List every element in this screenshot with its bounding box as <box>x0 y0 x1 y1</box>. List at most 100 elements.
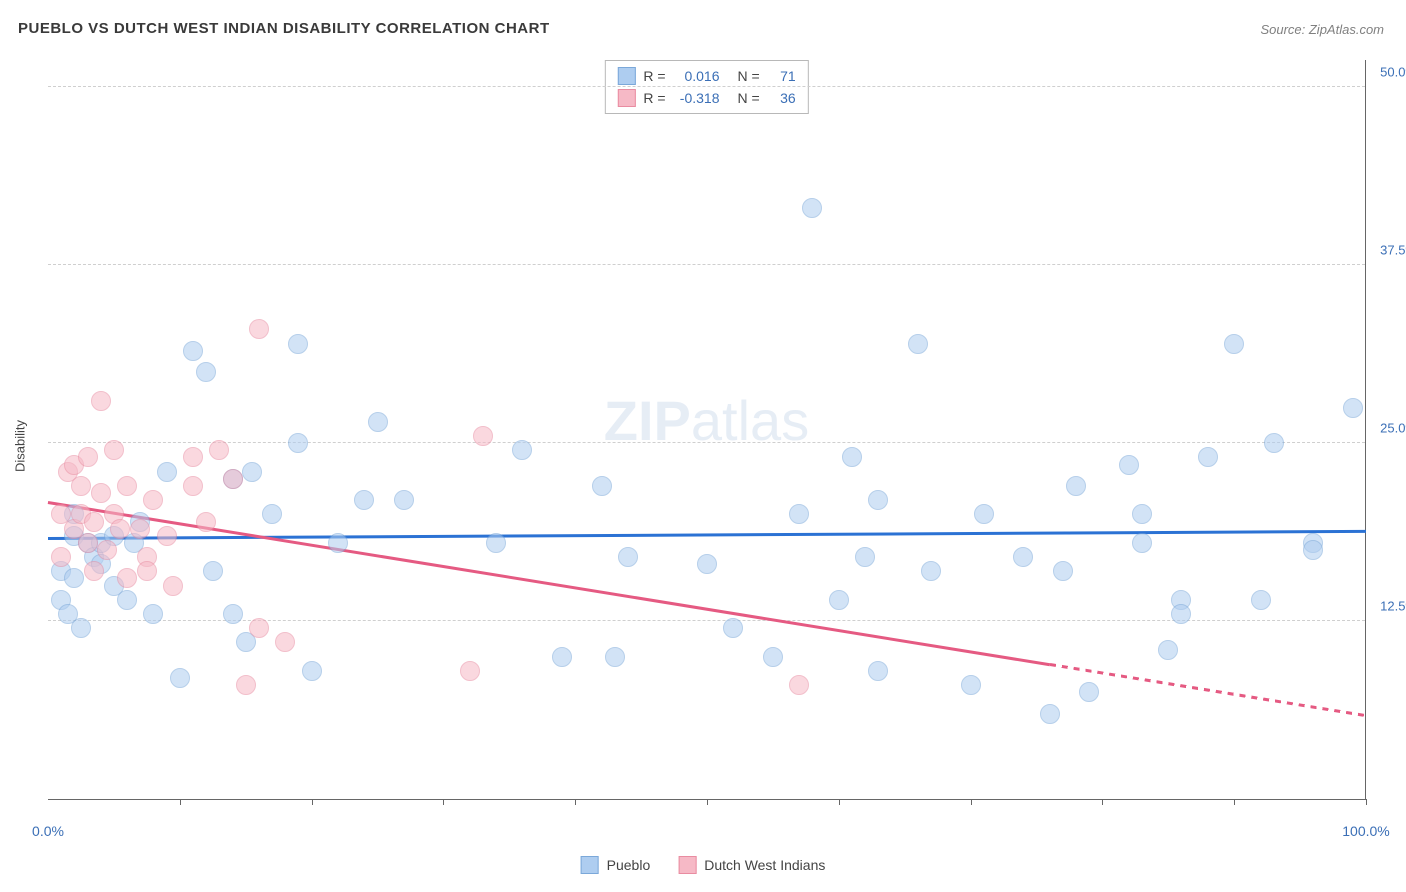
y-tick-label: 50.0% <box>1371 65 1406 80</box>
data-point <box>117 590 137 610</box>
data-point <box>1013 547 1033 567</box>
stat-n-value: 71 <box>768 68 796 84</box>
data-point <box>130 519 150 539</box>
data-point <box>354 490 374 510</box>
data-point <box>842 447 862 467</box>
data-point <box>961 675 981 695</box>
data-point <box>302 661 322 681</box>
data-point <box>288 433 308 453</box>
data-point <box>1053 561 1073 581</box>
data-point <box>1171 604 1191 624</box>
x-tick <box>839 799 840 805</box>
y-tick-label: 12.5% <box>1371 599 1406 614</box>
data-point <box>262 504 282 524</box>
stats-row: R = 0.016 N = 71 <box>617 65 795 87</box>
gridline <box>48 620 1365 621</box>
x-tick <box>707 799 708 805</box>
x-tick <box>1102 799 1103 805</box>
data-point <box>908 334 928 354</box>
data-point <box>868 490 888 510</box>
y-tick-label: 37.5% <box>1371 243 1406 258</box>
data-point <box>170 668 190 688</box>
data-point <box>209 440 229 460</box>
data-point <box>1066 476 1086 496</box>
data-point <box>1132 533 1152 553</box>
data-point <box>1198 447 1218 467</box>
data-point <box>157 462 177 482</box>
data-point <box>552 647 572 667</box>
data-point <box>110 519 130 539</box>
x-tick-label: 0.0% <box>32 823 64 839</box>
x-tick <box>1234 799 1235 805</box>
data-point <box>288 334 308 354</box>
data-point <box>1251 590 1271 610</box>
data-point <box>143 490 163 510</box>
y-axis-label: Disability <box>13 420 28 472</box>
data-point <box>242 462 262 482</box>
stat-r-value: 0.016 <box>674 68 720 84</box>
data-point <box>223 469 243 489</box>
plot-area: ZIPatlas R =0.016N =71R =-0.318N =36 12.… <box>48 60 1366 800</box>
data-point <box>183 476 203 496</box>
legend-swatch <box>581 856 599 874</box>
legend: PuebloDutch West Indians <box>581 856 826 874</box>
x-tick <box>443 799 444 805</box>
data-point <box>1079 682 1099 702</box>
data-point <box>394 490 414 510</box>
data-point <box>71 476 91 496</box>
legend-swatch <box>678 856 696 874</box>
legend-item: Pueblo <box>581 856 651 874</box>
data-point <box>1040 704 1060 724</box>
data-point <box>203 561 223 581</box>
stat-r-label: R = <box>643 90 665 106</box>
data-point <box>84 512 104 532</box>
data-point <box>183 341 203 361</box>
stat-n-label: N = <box>738 68 760 84</box>
x-tick <box>180 799 181 805</box>
legend-swatch <box>617 67 635 85</box>
data-point <box>91 483 111 503</box>
data-point <box>697 554 717 574</box>
data-point <box>275 632 295 652</box>
stat-r-label: R = <box>643 68 665 84</box>
data-point <box>855 547 875 567</box>
x-tick-label: 100.0% <box>1342 823 1389 839</box>
data-point <box>78 533 98 553</box>
data-point <box>117 476 137 496</box>
data-point <box>163 576 183 596</box>
legend-label: Pueblo <box>607 857 651 873</box>
data-point <box>1343 398 1363 418</box>
data-point <box>104 440 124 460</box>
gridline <box>48 264 1365 265</box>
data-point <box>183 447 203 467</box>
stat-r-value: -0.318 <box>674 90 720 106</box>
data-point <box>143 604 163 624</box>
data-point <box>460 661 480 681</box>
y-tick-label: 25.0% <box>1371 421 1406 436</box>
data-point <box>921 561 941 581</box>
data-point <box>802 198 822 218</box>
data-point <box>196 362 216 382</box>
data-point <box>137 561 157 581</box>
data-point <box>868 661 888 681</box>
data-point <box>196 512 216 532</box>
data-point <box>605 647 625 667</box>
data-point <box>236 675 256 695</box>
data-point <box>486 533 506 553</box>
source-attribution: Source: ZipAtlas.com <box>1260 22 1384 37</box>
data-point <box>157 526 177 546</box>
data-point <box>249 319 269 339</box>
data-point <box>723 618 743 638</box>
data-point <box>789 504 809 524</box>
x-tick <box>971 799 972 805</box>
stat-n-value: 36 <box>768 90 796 106</box>
data-point <box>84 561 104 581</box>
x-tick <box>1366 799 1367 805</box>
legend-swatch <box>617 89 635 107</box>
data-point <box>91 391 111 411</box>
data-point <box>223 604 243 624</box>
data-point <box>473 426 493 446</box>
data-point <box>368 412 388 432</box>
data-point <box>51 547 71 567</box>
data-point <box>1132 504 1152 524</box>
